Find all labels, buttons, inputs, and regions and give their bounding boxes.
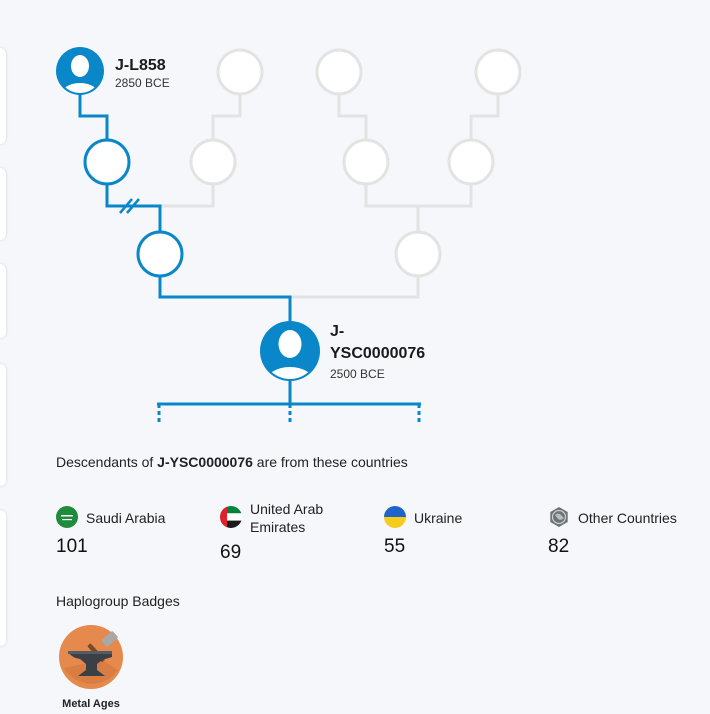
ancestor-date: 2850 BCE [115,76,170,90]
side-panel-card [0,510,6,646]
skipped-generations-marker [119,198,140,214]
tree-node [216,48,264,96]
tree-node [136,230,184,278]
tree-node [315,48,363,96]
anvil-hammer-icon[interactable] [58,624,124,690]
badges-heading: Haplogroup Badges [56,593,180,609]
country-count: 55 [384,536,406,557]
ukraine-flag-icon [384,506,406,528]
active-nodes [83,138,184,278]
descendants-heading: Descendants of J-YSC0000076 are from the… [56,454,408,470]
ancestor-name[interactable]: J-L858 [115,57,166,74]
current-haplogroup-label: J- YSC0000076 2500 BCE [330,321,425,382]
country-name: Other Countries [578,510,677,526]
descendants-prefix: Descendants of [56,454,158,470]
current-haplogroup-date: 2500 BCE [330,367,385,381]
badge-label: Metal Ages [62,698,120,710]
country-name: Ukraine [414,510,463,526]
tree-node [447,138,495,186]
current-haplogroup-name-line1: J- [330,323,345,340]
inactive-nodes [189,48,522,278]
ancestor-label: J-L858 2850 BCE [115,56,170,91]
globe-icon [548,506,570,528]
country-count: 69 [220,542,242,563]
current-haplogroup-name-line2: YSC0000076 [330,345,426,362]
side-panel-card [0,364,6,486]
country-name-line2: Emirates [250,519,306,535]
side-panel-card [0,48,6,144]
country-name-line1: United Arab [250,501,324,517]
country-name: Saudi Arabia [86,510,166,526]
descendants-haplogroup: J-YSC0000076 [157,454,253,470]
saudi-arabia-flag-icon [56,506,78,528]
ancestor-avatar-icon[interactable] [56,47,104,107]
tree-node [474,48,522,96]
tree-node [342,138,390,186]
descendants-suffix: are from these countries [252,454,408,470]
uae-flag-icon [220,506,242,528]
side-panel-card [0,264,6,338]
country-count: 101 [56,536,88,557]
tree-node [83,138,131,186]
country-count: 82 [548,536,570,557]
tree-node [189,138,237,186]
side-panel-card [0,168,6,240]
current-haplogroup-avatar-icon[interactable] [260,321,320,397]
country-name: United Arab Emirates [250,500,323,536]
haplogroup-tree [56,47,522,424]
tree-node [394,230,442,278]
